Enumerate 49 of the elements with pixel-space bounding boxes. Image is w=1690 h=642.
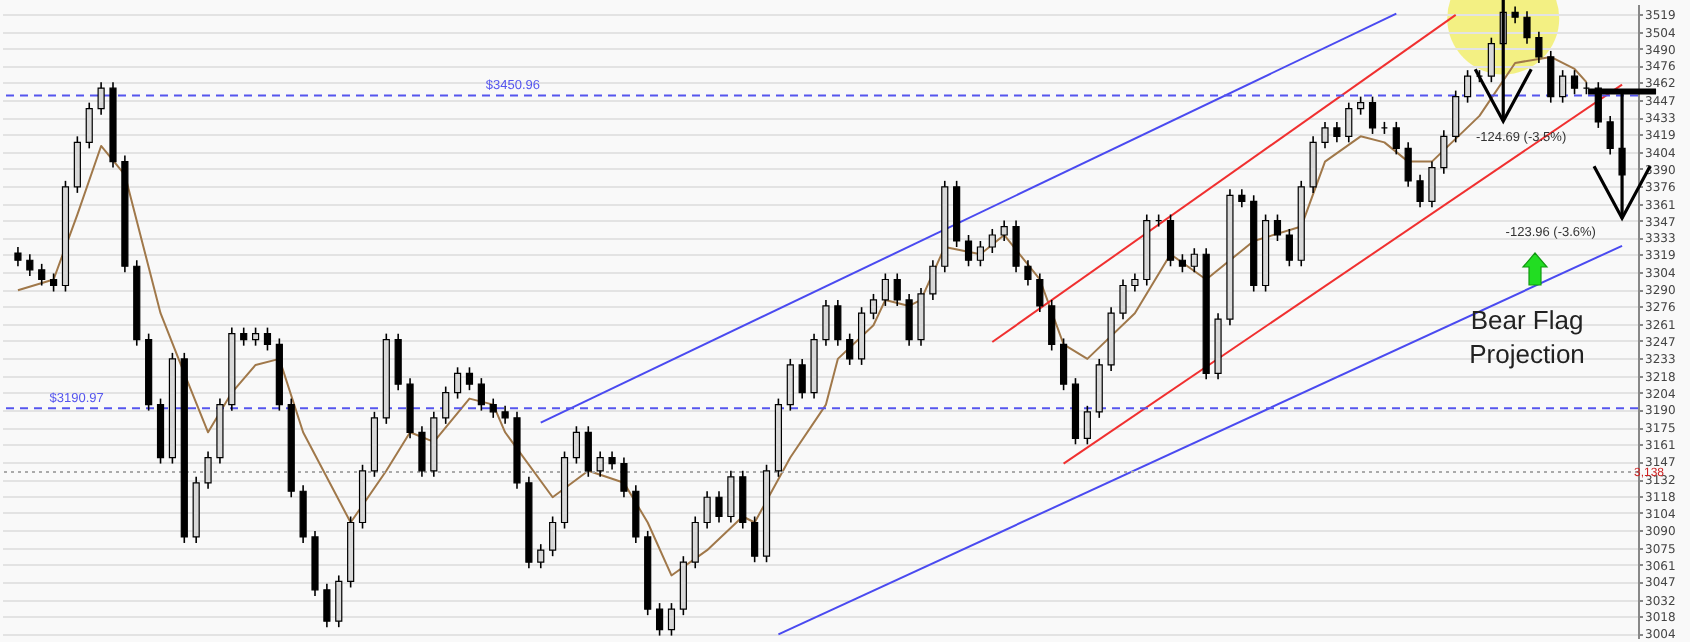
candlestick xyxy=(1238,188,1246,209)
candlestick xyxy=(1333,121,1341,144)
candlestick xyxy=(1416,174,1424,209)
candlestick xyxy=(1606,115,1614,156)
candlestick xyxy=(655,602,664,637)
candlestick xyxy=(751,515,759,564)
candlestick xyxy=(584,425,592,478)
candlestick xyxy=(1024,259,1032,287)
candlestick xyxy=(1404,141,1412,188)
candlestick xyxy=(1166,213,1175,268)
candlestick xyxy=(1285,228,1293,268)
candlestick xyxy=(1368,95,1377,135)
candlestick xyxy=(1178,253,1187,274)
candlestick xyxy=(1059,337,1068,391)
candlestick xyxy=(14,246,22,268)
candlestick xyxy=(240,326,248,347)
candlestick xyxy=(905,293,913,347)
candlestick xyxy=(846,332,854,366)
candlestick xyxy=(1012,219,1020,274)
candlestick xyxy=(394,332,402,391)
candlestick xyxy=(418,425,426,478)
candlestick xyxy=(739,469,747,530)
candlestick xyxy=(26,253,34,277)
candlestick xyxy=(1392,121,1400,156)
candlestick xyxy=(1535,30,1543,64)
candlestick xyxy=(715,490,723,524)
candlestick xyxy=(1547,50,1555,104)
candlestick xyxy=(263,326,272,352)
candlestick xyxy=(1036,272,1044,313)
candlestick xyxy=(834,299,842,347)
candlestick xyxy=(323,583,331,628)
candlestick xyxy=(477,377,485,412)
candlestick xyxy=(489,397,497,419)
candlestick xyxy=(49,272,58,293)
candlestick xyxy=(299,484,307,544)
candlestick xyxy=(620,456,628,499)
candlestick xyxy=(38,263,46,287)
candlestick xyxy=(964,234,973,268)
candlestick xyxy=(501,405,509,425)
candlestick xyxy=(465,366,474,391)
candlestick xyxy=(632,484,640,544)
candlestick xyxy=(608,450,616,471)
candlestick xyxy=(1273,213,1282,242)
candlestick xyxy=(798,358,806,400)
annotation: Bear Flag Projection xyxy=(1469,305,1585,369)
candlestick xyxy=(1570,69,1579,96)
candlestick xyxy=(1523,10,1531,45)
candlestick xyxy=(1048,299,1056,352)
candlestick xyxy=(893,272,901,307)
